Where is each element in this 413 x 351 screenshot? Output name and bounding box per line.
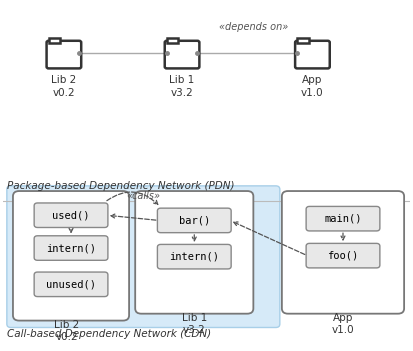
- FancyBboxPatch shape: [157, 208, 231, 233]
- Text: Call-based Dependency Network (CDN): Call-based Dependency Network (CDN): [7, 329, 211, 339]
- Text: Package-based Dependency Network (PDN): Package-based Dependency Network (PDN): [7, 181, 234, 191]
- Text: foo(): foo(): [328, 251, 358, 261]
- FancyBboxPatch shape: [157, 244, 231, 269]
- FancyBboxPatch shape: [34, 272, 108, 297]
- FancyBboxPatch shape: [135, 191, 253, 314]
- Polygon shape: [167, 38, 178, 42]
- Text: Lib 2
v0.2: Lib 2 v0.2: [55, 319, 80, 342]
- Text: Lib 1
v3.2: Lib 1 v3.2: [169, 75, 195, 98]
- FancyBboxPatch shape: [34, 203, 108, 227]
- Text: used(): used(): [52, 210, 90, 220]
- FancyBboxPatch shape: [47, 41, 81, 68]
- FancyBboxPatch shape: [34, 236, 108, 260]
- Text: App
v1.0: App v1.0: [301, 75, 324, 98]
- Text: Lib 1
v3.2: Lib 1 v3.2: [182, 313, 207, 335]
- Text: Lib 2
v0.2: Lib 2 v0.2: [51, 75, 76, 98]
- FancyBboxPatch shape: [7, 186, 280, 327]
- Text: App
v1.0: App v1.0: [332, 313, 354, 335]
- Text: intern(): intern(): [169, 252, 219, 262]
- Text: main(): main(): [324, 214, 362, 224]
- Text: «calls»: «calls»: [126, 191, 160, 201]
- Polygon shape: [49, 38, 60, 42]
- Text: bar(): bar(): [179, 216, 210, 225]
- FancyBboxPatch shape: [306, 243, 380, 268]
- Polygon shape: [297, 38, 309, 42]
- FancyBboxPatch shape: [13, 191, 129, 320]
- Text: «depends on»: «depends on»: [219, 22, 288, 32]
- FancyBboxPatch shape: [282, 191, 404, 314]
- FancyBboxPatch shape: [306, 206, 380, 231]
- FancyBboxPatch shape: [295, 41, 330, 68]
- Text: unused(): unused(): [46, 279, 96, 289]
- Text: intern(): intern(): [46, 243, 96, 253]
- FancyBboxPatch shape: [165, 41, 199, 68]
